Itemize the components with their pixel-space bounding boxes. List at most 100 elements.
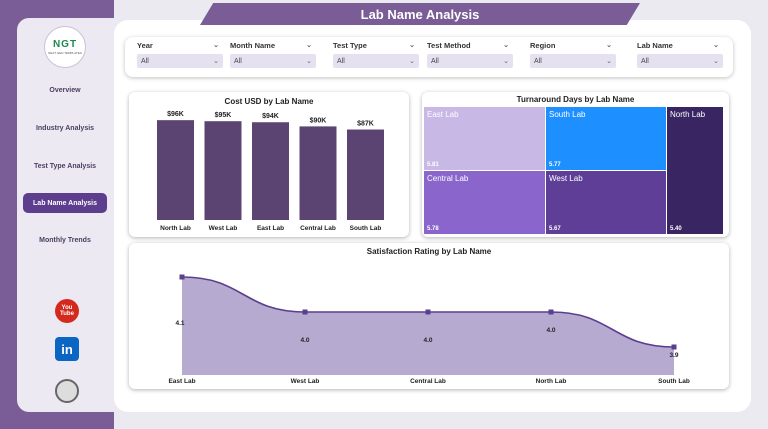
- data-point[interactable]: [425, 309, 431, 315]
- globe-icon[interactable]: [55, 379, 79, 403]
- filter-value: All: [234, 57, 242, 65]
- chevron-down-icon: ⌄: [306, 42, 312, 49]
- turnaround-chart-card: Turnaround Days by Lab Name East Lab 5.8…: [422, 92, 729, 237]
- data-point[interactable]: [548, 309, 554, 315]
- x-tick-label: East Lab: [168, 378, 195, 385]
- point-data-label: 4.0: [423, 337, 432, 344]
- youtube-text-bottom: Tube: [60, 311, 74, 317]
- chart-title: Turnaround Days by Lab Name: [516, 95, 635, 104]
- filter-test-type[interactable]: Test Type ⌄ All ⌄: [333, 41, 419, 68]
- treemap-label: East Lab: [427, 110, 459, 119]
- filter-value-dropdown[interactable]: All ⌄: [637, 54, 723, 68]
- nav-label: Monthly Trends: [39, 236, 91, 244]
- x-tick-label: Central Lab: [410, 378, 446, 385]
- treemap-cell-south-lab[interactable]: South Lab 5.77: [546, 107, 666, 170]
- filter-bar: Year ⌄ All ⌄ Month Name ⌄ All ⌄ Test Type ⌄ A…: [125, 37, 733, 77]
- filter-region[interactable]: Region ⌄ All ⌄: [530, 41, 616, 68]
- bar-data-label: $90K: [310, 117, 327, 124]
- filter-label: Lab Name: [637, 41, 673, 50]
- chart-title: Satisfaction Rating by Lab Name: [366, 247, 492, 256]
- nav-monthly-trends[interactable]: Monthly Trends: [23, 230, 107, 250]
- filter-value-dropdown[interactable]: All ⌄: [427, 54, 513, 68]
- filter-value-dropdown[interactable]: All ⌄: [530, 54, 616, 68]
- filter-value: All: [337, 57, 345, 65]
- nav-industry-analysis[interactable]: Industry Analysis: [23, 118, 107, 138]
- point-data-label: 3.9: [669, 352, 678, 359]
- filter-label: Year: [137, 41, 153, 50]
- bar-data-label: $96K: [167, 111, 184, 118]
- treemap-value: 5.78: [427, 226, 439, 232]
- bar-data-label: $87K: [357, 121, 374, 128]
- satisfaction-chart-card: Satisfaction Rating by Lab Name 4.1 East …: [129, 243, 729, 389]
- linkedin-text: in: [61, 341, 73, 357]
- bar-south-lab[interactable]: [347, 129, 384, 220]
- data-point[interactable]: [671, 344, 677, 350]
- data-point[interactable]: [302, 309, 308, 315]
- youtube-icon[interactable]: You Tube: [55, 299, 79, 323]
- filter-test-method[interactable]: Test Method ⌄ All ⌄: [427, 41, 513, 68]
- chevron-down-icon: ⌄: [213, 58, 219, 65]
- treemap-cell-east-lab[interactable]: East Lab 5.81: [424, 107, 545, 170]
- chevron-down-icon: ⌄: [606, 42, 612, 49]
- filter-label: Region: [530, 41, 556, 50]
- treemap-value: 5.40: [670, 226, 682, 232]
- logo-text: NGT: [52, 39, 78, 50]
- nav-label: Lab Name Analysis: [33, 199, 97, 207]
- treemap-cell-central-lab[interactable]: Central Lab 5.78: [424, 171, 545, 234]
- filter-month-name[interactable]: Month Name ⌄ All ⌄: [230, 41, 316, 68]
- treemap-label: North Lab: [670, 110, 706, 119]
- filter-label: Test Method: [427, 41, 471, 50]
- page-title-bar: Lab Name Analysis: [200, 3, 640, 25]
- filter-year[interactable]: Year ⌄ All ⌄: [137, 41, 223, 68]
- bar-category-label: South Lab: [350, 225, 382, 232]
- point-data-label: 4.0: [546, 327, 555, 334]
- x-tick-label: North Lab: [536, 378, 567, 385]
- filter-value-dropdown[interactable]: All ⌄: [230, 54, 316, 68]
- treemap-value: 5.81: [427, 162, 439, 168]
- filter-label: Test Type: [333, 41, 367, 50]
- chevron-down-icon: ⌄: [503, 58, 509, 65]
- nav-lab-name-analysis[interactable]: Lab Name Analysis: [23, 193, 107, 213]
- bar-data-label: $94K: [262, 113, 279, 120]
- filter-value-dropdown[interactable]: All ⌄: [333, 54, 419, 68]
- nav-test-type-analysis[interactable]: Test Type Analysis: [23, 156, 107, 176]
- data-point[interactable]: [179, 274, 185, 280]
- cost-chart-card: Cost USD by Lab Name $96K North Lab $95K We…: [129, 92, 409, 237]
- treemap-label: South Lab: [549, 110, 586, 119]
- chevron-down-icon: ⌄: [503, 42, 509, 49]
- chevron-down-icon: ⌄: [306, 58, 312, 65]
- x-tick-label: South Lab: [658, 378, 690, 385]
- nav-label: Industry Analysis: [35, 124, 95, 132]
- point-data-label: 4.0: [300, 337, 309, 344]
- area-chart: 4.1 East Lab 4.0 West Lab 4.0 Central Lab 4.0 N…: [168, 274, 690, 385]
- bar-category-label: Central Lab: [300, 225, 336, 232]
- chevron-down-icon: ⌄: [713, 42, 719, 49]
- treemap-cell-west-lab[interactable]: West Lab 5.67: [546, 171, 666, 234]
- filter-lab-name[interactable]: Lab Name ⌄ All ⌄: [637, 41, 723, 68]
- filter-label: Month Name: [230, 41, 275, 50]
- bar-north-lab[interactable]: [157, 120, 194, 220]
- area-fill: [182, 277, 674, 375]
- treemap-label: Central Lab: [427, 174, 469, 183]
- bar-central-lab[interactable]: [299, 126, 337, 220]
- filter-value-dropdown[interactable]: All ⌄: [137, 54, 223, 68]
- chart-title: Cost USD by Lab Name: [224, 97, 314, 106]
- bar-east-lab[interactable]: [252, 122, 289, 220]
- bar-data-label: $95K: [215, 112, 232, 119]
- chevron-down-icon: ⌄: [409, 42, 415, 49]
- linkedin-icon[interactable]: in: [55, 337, 79, 361]
- bar-west-lab[interactable]: [204, 121, 242, 220]
- treemap-value: 5.77: [549, 162, 561, 168]
- x-tick-label: West Lab: [291, 378, 320, 385]
- bar-category-label: East Lab: [257, 225, 284, 232]
- bar-category-label: North Lab: [160, 225, 191, 232]
- treemap-cell-north-lab[interactable]: North Lab 5.40: [667, 107, 723, 234]
- filter-value: All: [534, 57, 542, 65]
- point-data-label: 4.1: [175, 320, 184, 327]
- page-title: Lab Name Analysis: [360, 6, 480, 22]
- chevron-down-icon: ⌄: [713, 58, 719, 65]
- nav-label: Test Type Analysis: [33, 162, 97, 170]
- company-logo: NGT NEXT GEN TEMPLATES: [44, 26, 86, 68]
- treemap-label: West Lab: [549, 174, 583, 183]
- nav-overview[interactable]: Overview: [23, 80, 107, 100]
